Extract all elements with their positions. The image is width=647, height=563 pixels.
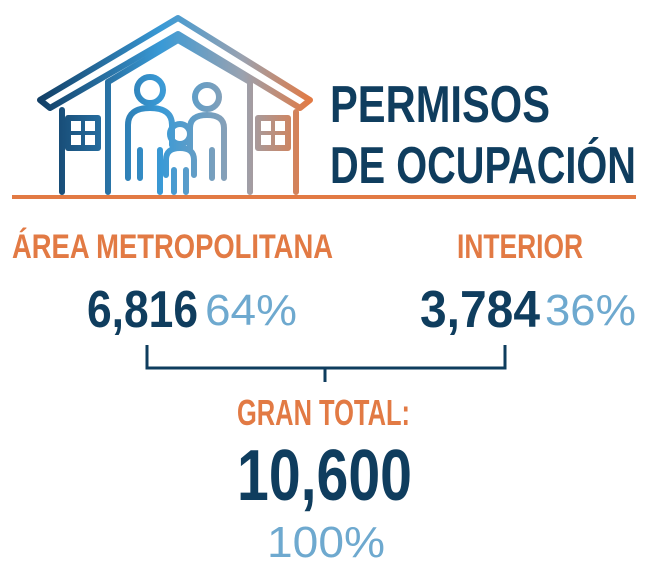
bracket xyxy=(145,345,507,382)
region-share: 64% xyxy=(205,286,297,335)
region-value: 6,816 xyxy=(87,281,198,339)
total-value: 10,600 xyxy=(237,436,412,516)
total-label: GRAN TOTAL: xyxy=(237,392,410,433)
title-line: DE OCUPACIÓN xyxy=(330,137,636,195)
title-line: PERMISOS xyxy=(330,76,550,134)
region-label: INTERIOR xyxy=(457,228,583,266)
region-value: 3,784 xyxy=(420,281,540,339)
region-share: 36% xyxy=(545,286,636,335)
region-label: ÁREA METROPOLITANA xyxy=(12,228,333,266)
house-icon xyxy=(37,15,313,195)
total-share: 100% xyxy=(267,518,385,563)
